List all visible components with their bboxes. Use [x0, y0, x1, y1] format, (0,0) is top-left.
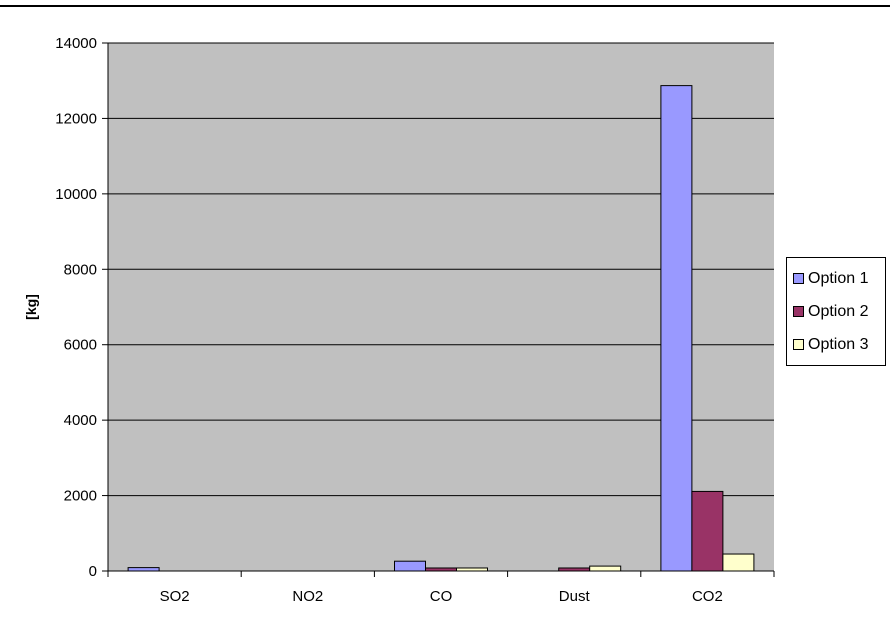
x-tick-label: CO: [430, 588, 453, 605]
legend-item: Option 1: [793, 262, 885, 295]
axes: [102, 42, 775, 577]
legend-swatch: [793, 273, 804, 284]
x-tick-label: SO2: [160, 588, 190, 605]
y-tick-label: 0: [89, 563, 97, 580]
legend-label: Option 1: [808, 269, 869, 287]
y-tick-label: 8000: [64, 261, 97, 278]
y-tick-label: 6000: [64, 337, 97, 354]
legend-swatch: [793, 339, 804, 350]
bar-co2-option-3: [722, 553, 755, 572]
x-tick-labels: SO2 NO2 CO Dust CO2: [160, 588, 723, 605]
y-tick-label: 10000: [55, 186, 97, 203]
bar-dust-option-3: [589, 565, 622, 572]
legend-item: Option 3: [793, 328, 885, 361]
y-tick-label: 2000: [64, 488, 97, 505]
y-tick-labels: 0 2000 4000 6000 8000 10000 12000 14000: [55, 35, 97, 580]
legend-label: Option 2: [808, 302, 869, 320]
y-tick-label: 14000: [55, 35, 97, 52]
legend-label: Option 3: [808, 335, 869, 353]
bar-co2-option-1: [660, 85, 693, 572]
legend-item: Option 2: [793, 295, 885, 328]
top-border-line: [0, 5, 890, 7]
legend-swatch: [793, 306, 804, 317]
y-axis-label: [kg]: [23, 294, 39, 320]
x-tick-label: CO2: [692, 588, 723, 605]
bar-so2-option-1: [127, 567, 160, 572]
legend: Option 1 Option 2 Option 3: [786, 257, 886, 366]
y-tick-label: 4000: [64, 412, 97, 429]
bar-co2-option-2: [691, 490, 724, 572]
y-tick-label: 12000: [55, 110, 97, 127]
x-tick-label: NO2: [292, 588, 323, 605]
bar-co-option-1: [394, 560, 426, 572]
x-tick-label: Dust: [559, 588, 591, 605]
